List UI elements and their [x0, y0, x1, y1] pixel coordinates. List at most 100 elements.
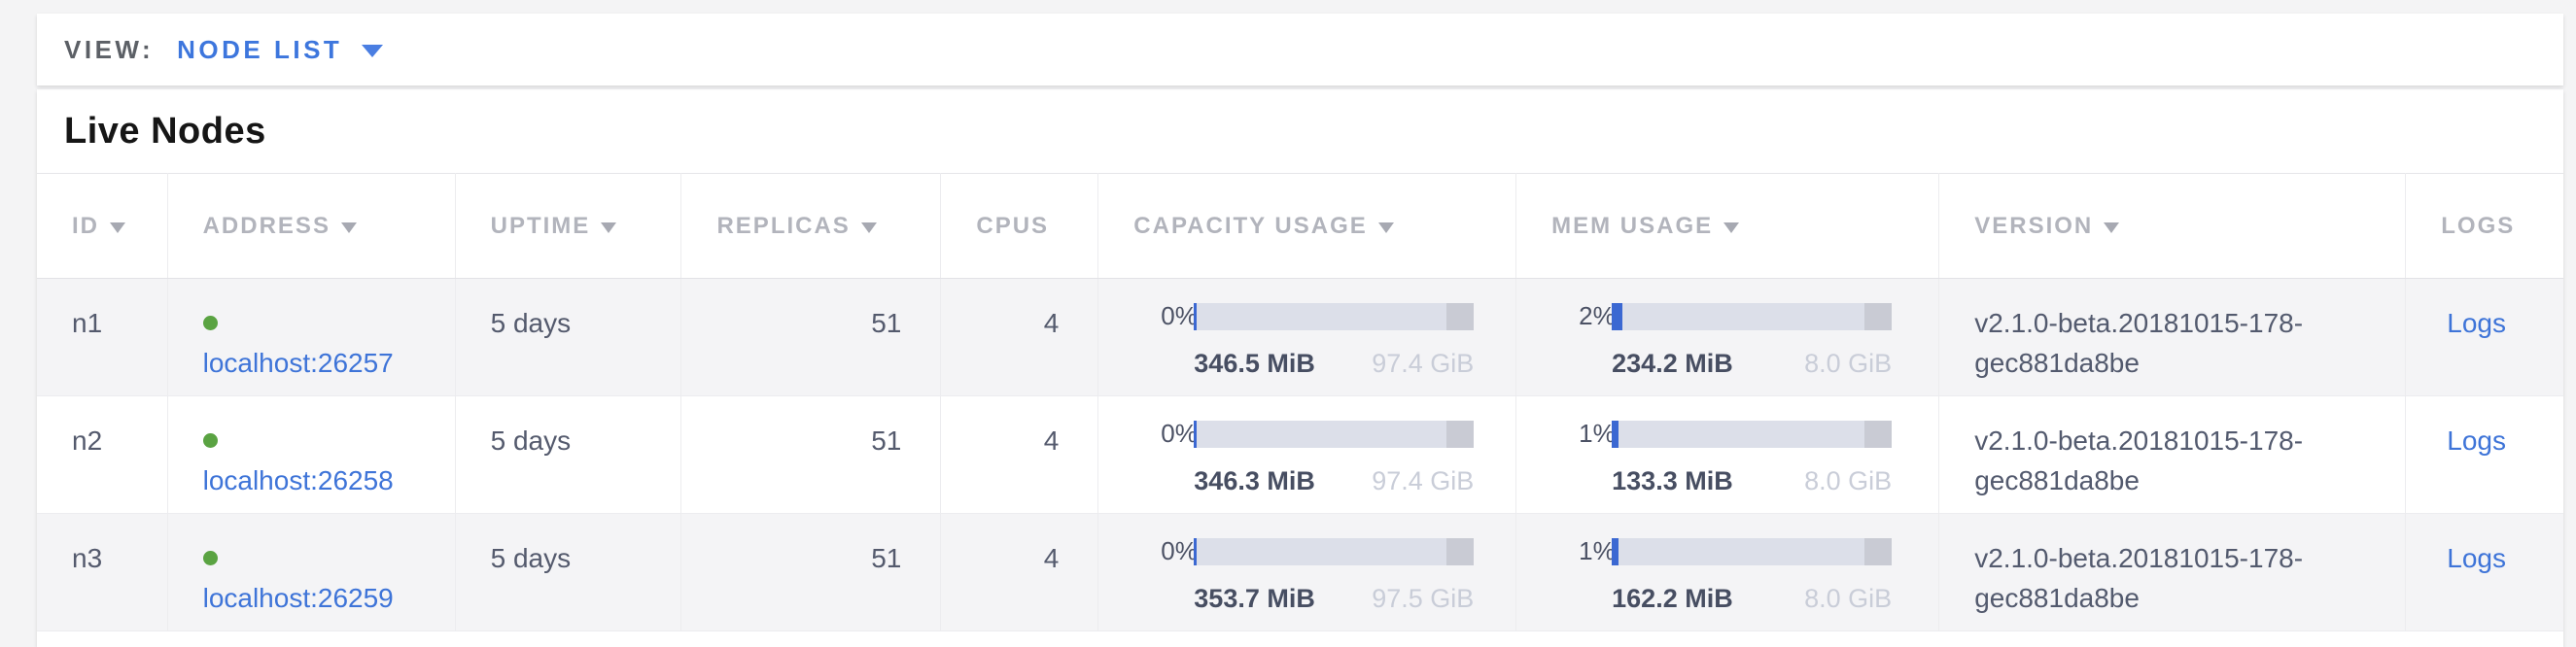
column-header-cpus: CPUS	[940, 173, 1099, 279]
capacity-total-value: 97.4 GiB	[1372, 349, 1475, 378]
capacity-total-value: 97.5 GiB	[1372, 584, 1475, 613]
capacity-used-value: 346.3 MiB	[1194, 466, 1315, 495]
live-nodes-panel: Live Nodes ID ADDRESS UPTIME REPLICAS CP…	[37, 89, 2563, 647]
capacity-usage-bar-fill	[1194, 421, 1198, 448]
table-row-n1: n1 localhost:26257 5 days 51 4 0%	[37, 278, 2563, 396]
node-logs-cell: Logs	[2405, 513, 2563, 631]
sort-arrow-icon	[340, 221, 357, 233]
node-logs-link[interactable]: Logs	[2447, 543, 2506, 573]
node-id-cell: n2	[37, 395, 168, 514]
chevron-down-icon[interactable]	[362, 45, 384, 57]
node-replicas-cell: 51	[680, 278, 942, 396]
mem-usage-bar	[1612, 538, 1893, 565]
view-label: VIEW:	[64, 34, 155, 64]
node-replicas: 51	[871, 426, 902, 456]
mem-usage-bar	[1612, 303, 1893, 330]
sort-arrow-icon	[860, 221, 877, 233]
node-cpus: 4	[1043, 426, 1060, 456]
column-header-id-label: ID	[72, 212, 99, 239]
capacity-usage-bar-reserved	[1446, 421, 1475, 448]
node-uptime: 5 days	[490, 308, 572, 338]
mem-usage-bar-fill	[1612, 303, 1623, 330]
node-uptime: 5 days	[490, 543, 572, 573]
mem-total-value: 8.0 GiB	[1804, 349, 1893, 378]
column-header-address-label: ADDRESS	[202, 212, 331, 239]
node-address-cell: localhost:26259	[167, 513, 456, 631]
capacity-usage-bar	[1194, 538, 1475, 565]
node-live-status-icon	[202, 551, 218, 565]
capacity-percent: 0%	[1161, 536, 1198, 566]
view-dropdown[interactable]: NODE LIST	[177, 34, 384, 65]
page-title: Live Nodes	[64, 110, 266, 152]
node-address-link[interactable]: localhost:26258	[202, 464, 394, 495]
mem-usage-bar-reserved	[1864, 303, 1893, 330]
node-live-status-icon	[202, 316, 218, 330]
node-replicas-cell: 51	[680, 395, 942, 514]
node-uptime-cell: 5 days	[455, 395, 682, 514]
mem-percent: 2%	[1579, 301, 1616, 331]
node-address-cell: localhost:26258	[167, 395, 456, 514]
mem-usage-bar-reserved	[1864, 421, 1893, 448]
node-cpus: 4	[1043, 308, 1060, 338]
node-cpus-cell: 4	[940, 278, 1099, 396]
column-header-mem-label: MEM USAGE	[1551, 212, 1714, 239]
mem-usage-bar	[1612, 421, 1893, 448]
table-row-n2: n2 localhost:26258 5 days 51 4 0%	[37, 395, 2563, 514]
node-logs-link[interactable]: Logs	[2447, 308, 2506, 338]
sort-arrow-icon	[601, 221, 617, 233]
column-header-replicas[interactable]: REPLICAS	[680, 173, 942, 279]
mem-used-value: 162.2 MiB	[1612, 584, 1733, 613]
column-header-id[interactable]: ID	[37, 173, 168, 279]
node-version: v2.1.0-beta.20181015-178-gec881da8be	[1974, 426, 2304, 495]
mem-total-value: 8.0 GiB	[1804, 584, 1893, 613]
node-capacity-usage-cell: 0% 353.7 MiB 97.5 GiB	[1097, 513, 1517, 631]
capacity-usage-bar-reserved	[1446, 303, 1475, 330]
node-address-cell: localhost:26257	[167, 278, 456, 396]
node-id-cell: n3	[37, 513, 168, 631]
mem-used-value: 234.2 MiB	[1612, 349, 1733, 378]
capacity-usage-bar-fill	[1194, 538, 1198, 565]
node-id-cell: n1	[37, 278, 168, 396]
node-id: n1	[72, 308, 103, 338]
capacity-usage-bar-reserved	[1446, 538, 1475, 565]
capacity-usage-bar	[1194, 303, 1475, 330]
sort-arrow-icon	[110, 221, 125, 233]
column-header-version[interactable]: VERSION	[1938, 173, 2407, 279]
view-dropdown-value[interactable]: NODE LIST	[177, 34, 343, 64]
node-mem-usage-cell: 1% 162.2 MiB 8.0 GiB	[1515, 513, 1940, 631]
node-mem-usage-cell: 2% 234.2 MiB 8.0 GiB	[1515, 278, 1940, 396]
capacity-percent: 0%	[1161, 419, 1198, 449]
mem-percent: 1%	[1579, 419, 1616, 449]
mem-usage-bar-fill	[1612, 538, 1619, 565]
node-uptime-cell: 5 days	[455, 513, 682, 631]
node-replicas: 51	[871, 308, 902, 338]
table-header-row: ID ADDRESS UPTIME REPLICAS CPUS CAPACITY…	[37, 173, 2563, 279]
mem-usage-bar-reserved	[1864, 538, 1893, 565]
capacity-used-value: 353.7 MiB	[1194, 584, 1315, 613]
capacity-percent: 0%	[1161, 301, 1198, 331]
capacity-usage-bar-fill	[1194, 303, 1198, 330]
node-address-link[interactable]: localhost:26259	[202, 582, 394, 613]
node-mem-usage-cell: 1% 133.3 MiB 8.0 GiB	[1515, 395, 1940, 514]
column-header-mem-usage[interactable]: MEM USAGE	[1515, 173, 1940, 279]
node-replicas: 51	[871, 543, 902, 573]
node-cpus-cell: 4	[940, 395, 1099, 514]
nodes-table: ID ADDRESS UPTIME REPLICAS CPUS CAPACITY…	[37, 173, 2563, 631]
table-row-n3: n3 localhost:26259 5 days 51 4 0%	[37, 513, 2563, 631]
node-version-cell: v2.1.0-beta.20181015-178-gec881da8be	[1938, 395, 2407, 514]
sort-arrow-icon	[1723, 221, 1740, 233]
node-version: v2.1.0-beta.20181015-178-gec881da8be	[1974, 543, 2304, 613]
capacity-total-value: 97.4 GiB	[1372, 466, 1475, 495]
capacity-used-value: 346.5 MiB	[1194, 349, 1315, 378]
sort-arrow-icon	[2104, 221, 2120, 233]
node-address-link[interactable]: localhost:26257	[202, 347, 394, 378]
column-header-uptime-label: UPTIME	[490, 212, 591, 239]
mem-total-value: 8.0 GiB	[1804, 466, 1893, 495]
view-selector-bar: VIEW: NODE LIST	[37, 14, 2563, 85]
node-uptime-cell: 5 days	[455, 278, 682, 396]
node-logs-link[interactable]: Logs	[2447, 426, 2506, 456]
column-header-capacity-usage[interactable]: CAPACITY USAGE	[1097, 173, 1517, 279]
content-area: VIEW: NODE LIST Live Nodes ID ADDRESS UP…	[37, 14, 2563, 647]
column-header-uptime[interactable]: UPTIME	[455, 173, 682, 279]
column-header-address[interactable]: ADDRESS	[167, 173, 456, 279]
